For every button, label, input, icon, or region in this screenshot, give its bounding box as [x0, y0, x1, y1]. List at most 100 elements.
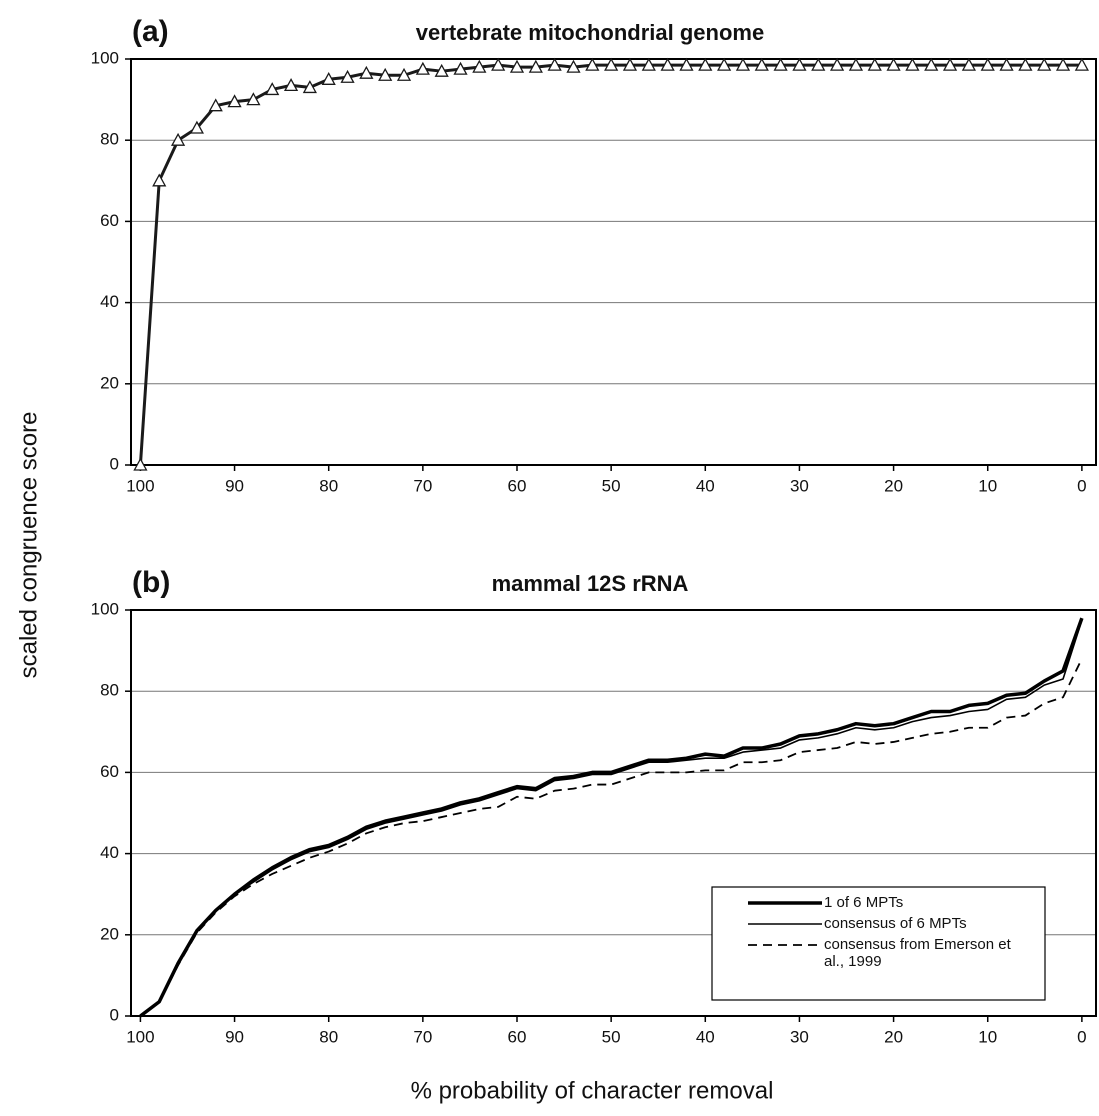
point-marker [453, 61, 468, 75]
x-tick-label: 100 [126, 1027, 154, 1046]
point-marker [830, 57, 845, 71]
point-marker [227, 94, 242, 108]
point-marker [547, 57, 562, 71]
y-tick-label: 80 [100, 681, 119, 700]
y-tick-label: 80 [100, 130, 119, 149]
x-axis-label: % probability of character removal [411, 1077, 774, 1104]
point-marker [396, 67, 412, 81]
series-line [139, 617, 1084, 1018]
x-tick-label: 60 [508, 1027, 527, 1046]
x-tick-label: 50 [602, 1027, 621, 1046]
point-marker [999, 57, 1014, 71]
point-marker [641, 57, 656, 71]
point-marker [321, 71, 336, 85]
series-line [139, 658, 1083, 1017]
legend-box [711, 886, 1046, 1001]
point-marker [660, 57, 675, 71]
point-marker [848, 57, 864, 71]
point-marker [961, 57, 976, 71]
panel-label: (b) [132, 566, 170, 599]
x-tick-label: 40 [696, 1027, 715, 1046]
point-marker [509, 59, 525, 73]
point-marker [773, 57, 788, 71]
point-marker [1074, 57, 1089, 71]
point-marker [905, 57, 920, 71]
plot-frame [130, 58, 1097, 466]
plot-frame [130, 609, 1097, 1017]
point-marker [283, 78, 299, 92]
point-marker [340, 69, 355, 83]
point-marker [886, 57, 901, 71]
x-tick-label: 10 [978, 1027, 997, 1046]
point-marker [189, 120, 204, 134]
legend-entry: consensus of 6 MPTs [824, 915, 967, 932]
y-tick-label: 100 [91, 599, 119, 618]
point-marker [679, 57, 694, 71]
point-marker [585, 57, 600, 71]
x-tick-label: 60 [508, 476, 527, 495]
point-marker [415, 61, 430, 75]
x-tick-label: 0 [1077, 476, 1086, 495]
point-marker [698, 57, 713, 71]
y-tick-label: 60 [100, 762, 119, 781]
point-marker [152, 173, 167, 187]
point-marker [170, 132, 186, 146]
y-tick-label: 0 [110, 1005, 119, 1024]
point-marker [754, 57, 769, 71]
legend-entry: consensus from Emerson et al., 1999 [824, 936, 1011, 970]
y-tick-label: 0 [110, 454, 119, 473]
point-marker [491, 57, 506, 71]
y-tick-label: 40 [100, 292, 119, 311]
x-tick-label: 80 [319, 476, 338, 495]
point-marker [924, 57, 939, 71]
x-tick-label: 90 [225, 476, 244, 495]
point-marker [622, 57, 638, 71]
x-tick-label: 30 [790, 476, 809, 495]
x-tick-label: 90 [225, 1027, 244, 1046]
point-marker [528, 59, 543, 73]
point-marker [133, 457, 148, 471]
point-marker [942, 57, 958, 71]
y-tick-label: 20 [100, 373, 119, 392]
series-line [138, 63, 1082, 466]
x-tick-label: 70 [413, 1027, 432, 1046]
x-tick-label: 100 [126, 476, 154, 495]
point-marker [1037, 57, 1052, 71]
point-marker [735, 57, 751, 71]
point-marker [867, 57, 882, 71]
x-tick-label: 20 [884, 476, 903, 495]
x-tick-label: 80 [319, 1027, 338, 1046]
legend-label: 1 of 6 MPTs [824, 894, 904, 911]
x-tick-label: 30 [790, 1027, 809, 1046]
point-marker [265, 82, 280, 96]
y-axis-label: scaled congruence score [15, 412, 42, 679]
chart-title: mammal 12S rRNA [492, 571, 689, 596]
point-marker [811, 57, 826, 71]
point-marker [604, 57, 619, 71]
point-marker [359, 65, 374, 79]
x-tick-label: 10 [978, 476, 997, 495]
series-line [139, 619, 1083, 1017]
chart-title: vertebrate mitochondrial genome [416, 20, 764, 45]
point-marker [472, 59, 487, 73]
point-marker [980, 57, 995, 71]
x-tick-label: 50 [602, 476, 621, 495]
point-marker [378, 67, 393, 81]
panel-label: (a) [132, 15, 169, 48]
x-tick-label: 0 [1077, 1027, 1086, 1046]
point-marker [717, 57, 732, 71]
point-marker [566, 59, 581, 73]
point-marker [434, 63, 449, 77]
point-marker [792, 57, 807, 71]
x-tick-label: 40 [696, 476, 715, 495]
legend-label: consensus from Emerson et al., 1999 [824, 936, 1011, 970]
point-marker [246, 92, 261, 106]
y-tick-label: 20 [100, 924, 119, 943]
y-tick-label: 100 [91, 48, 119, 67]
point-marker [208, 98, 223, 112]
x-tick-label: 70 [413, 476, 432, 495]
y-tick-label: 40 [100, 843, 119, 862]
point-marker [302, 80, 317, 94]
